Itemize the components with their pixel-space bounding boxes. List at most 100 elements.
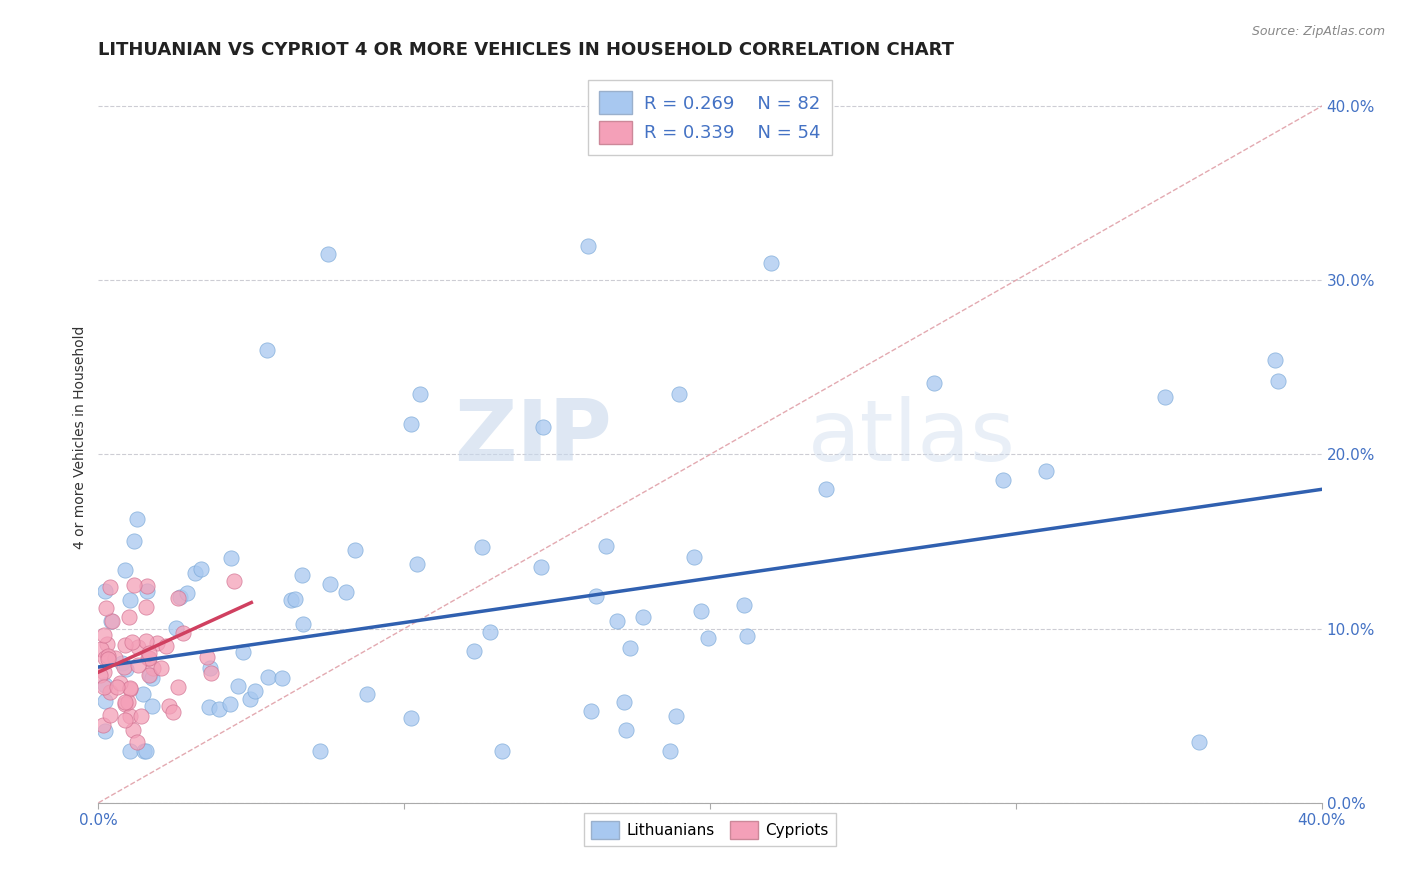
Point	[993, 473, 1015, 487]
Point	[631, 610, 654, 624]
Point	[91, 718, 114, 732]
Point	[283, 592, 305, 607]
Point	[697, 631, 720, 645]
Point	[1154, 391, 1177, 405]
Point	[471, 541, 494, 555]
Point	[94, 651, 117, 665]
Point	[93, 678, 115, 692]
Text: atlas: atlas	[808, 395, 1017, 479]
Point	[595, 539, 617, 553]
Point	[114, 713, 136, 727]
Point	[463, 643, 485, 657]
Point	[93, 724, 115, 739]
Point	[122, 577, 145, 591]
Point	[1035, 464, 1057, 478]
Point	[115, 662, 138, 676]
Point	[619, 641, 641, 656]
Point	[129, 709, 152, 723]
Point	[733, 598, 755, 612]
Point	[93, 694, 115, 708]
Point	[176, 586, 198, 600]
Point	[127, 658, 149, 673]
Point	[90, 641, 112, 656]
Point	[93, 665, 115, 679]
Point	[96, 652, 118, 666]
Point	[162, 705, 184, 719]
Point	[761, 256, 783, 270]
Text: ZIP: ZIP	[454, 395, 612, 479]
Point	[98, 707, 121, 722]
Point	[122, 534, 145, 549]
Text: Source: ZipAtlas.com: Source: ZipAtlas.com	[1251, 25, 1385, 38]
Point	[605, 614, 627, 628]
Legend: Lithuanians, Cypriots: Lithuanians, Cypriots	[583, 814, 837, 847]
Point	[165, 622, 187, 636]
Point	[198, 699, 221, 714]
Point	[114, 698, 136, 712]
Point	[1188, 735, 1211, 749]
Point	[89, 668, 111, 682]
Point	[138, 668, 160, 682]
Point	[1267, 374, 1289, 388]
Point	[256, 670, 278, 684]
Point	[491, 743, 513, 757]
Point	[232, 645, 254, 659]
Point	[136, 584, 159, 599]
Point	[136, 579, 159, 593]
Point	[134, 743, 156, 757]
Point	[167, 680, 190, 694]
Y-axis label: 4 or more Vehicles in Household: 4 or more Vehicles in Household	[73, 326, 87, 549]
Point	[93, 627, 115, 641]
Point	[104, 651, 127, 665]
Point	[658, 743, 681, 757]
Point	[138, 651, 160, 665]
Point	[309, 743, 332, 757]
Point	[292, 616, 315, 631]
Point	[98, 581, 121, 595]
Point	[125, 511, 148, 525]
Point	[576, 238, 599, 252]
Point	[118, 709, 141, 723]
Point	[219, 551, 242, 566]
Point	[316, 247, 339, 261]
Point	[399, 711, 422, 725]
Point	[198, 660, 221, 674]
Point	[138, 668, 160, 682]
Point	[135, 743, 157, 757]
Point	[224, 574, 246, 588]
Point	[665, 708, 688, 723]
Point	[121, 634, 143, 648]
Point	[399, 417, 422, 431]
Point	[228, 679, 250, 693]
Point	[114, 563, 136, 577]
Point	[138, 646, 160, 660]
Point	[614, 723, 637, 737]
Point	[291, 568, 314, 582]
Text: LITHUANIAN VS CYPRIOT 4 OR MORE VEHICLES IN HOUSEHOLD CORRELATION CHART: LITHUANIAN VS CYPRIOT 4 OR MORE VEHICLES…	[98, 41, 955, 59]
Point	[125, 735, 148, 749]
Point	[135, 633, 157, 648]
Point	[815, 482, 838, 496]
Point	[120, 743, 142, 757]
Point	[167, 591, 190, 605]
Point	[120, 681, 142, 695]
Point	[112, 659, 135, 673]
Point	[683, 549, 706, 564]
Point	[280, 593, 302, 607]
Point	[1264, 352, 1286, 367]
Point	[145, 636, 167, 650]
Point	[93, 680, 115, 694]
Point	[101, 614, 124, 628]
Point	[141, 671, 163, 685]
Point	[668, 386, 690, 401]
Point	[356, 687, 378, 701]
Point	[172, 625, 194, 640]
Point	[135, 599, 157, 614]
Point	[690, 604, 713, 618]
Point	[114, 695, 136, 709]
Point	[111, 656, 134, 670]
Point	[93, 583, 115, 598]
Point	[478, 625, 501, 640]
Point	[157, 699, 180, 714]
Point	[219, 697, 242, 711]
